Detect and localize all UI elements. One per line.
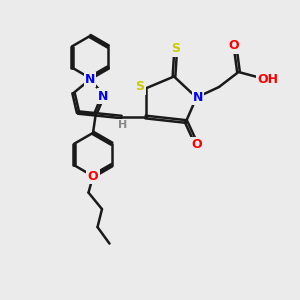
Text: S: S (171, 42, 180, 56)
Text: N: N (98, 89, 109, 103)
Text: S: S (136, 80, 145, 94)
Text: N: N (193, 91, 203, 104)
Text: N: N (85, 73, 95, 86)
Text: O: O (229, 39, 239, 52)
Text: OH: OH (257, 73, 278, 86)
Text: O: O (191, 138, 202, 151)
Text: O: O (88, 169, 98, 183)
Text: H: H (118, 120, 127, 130)
